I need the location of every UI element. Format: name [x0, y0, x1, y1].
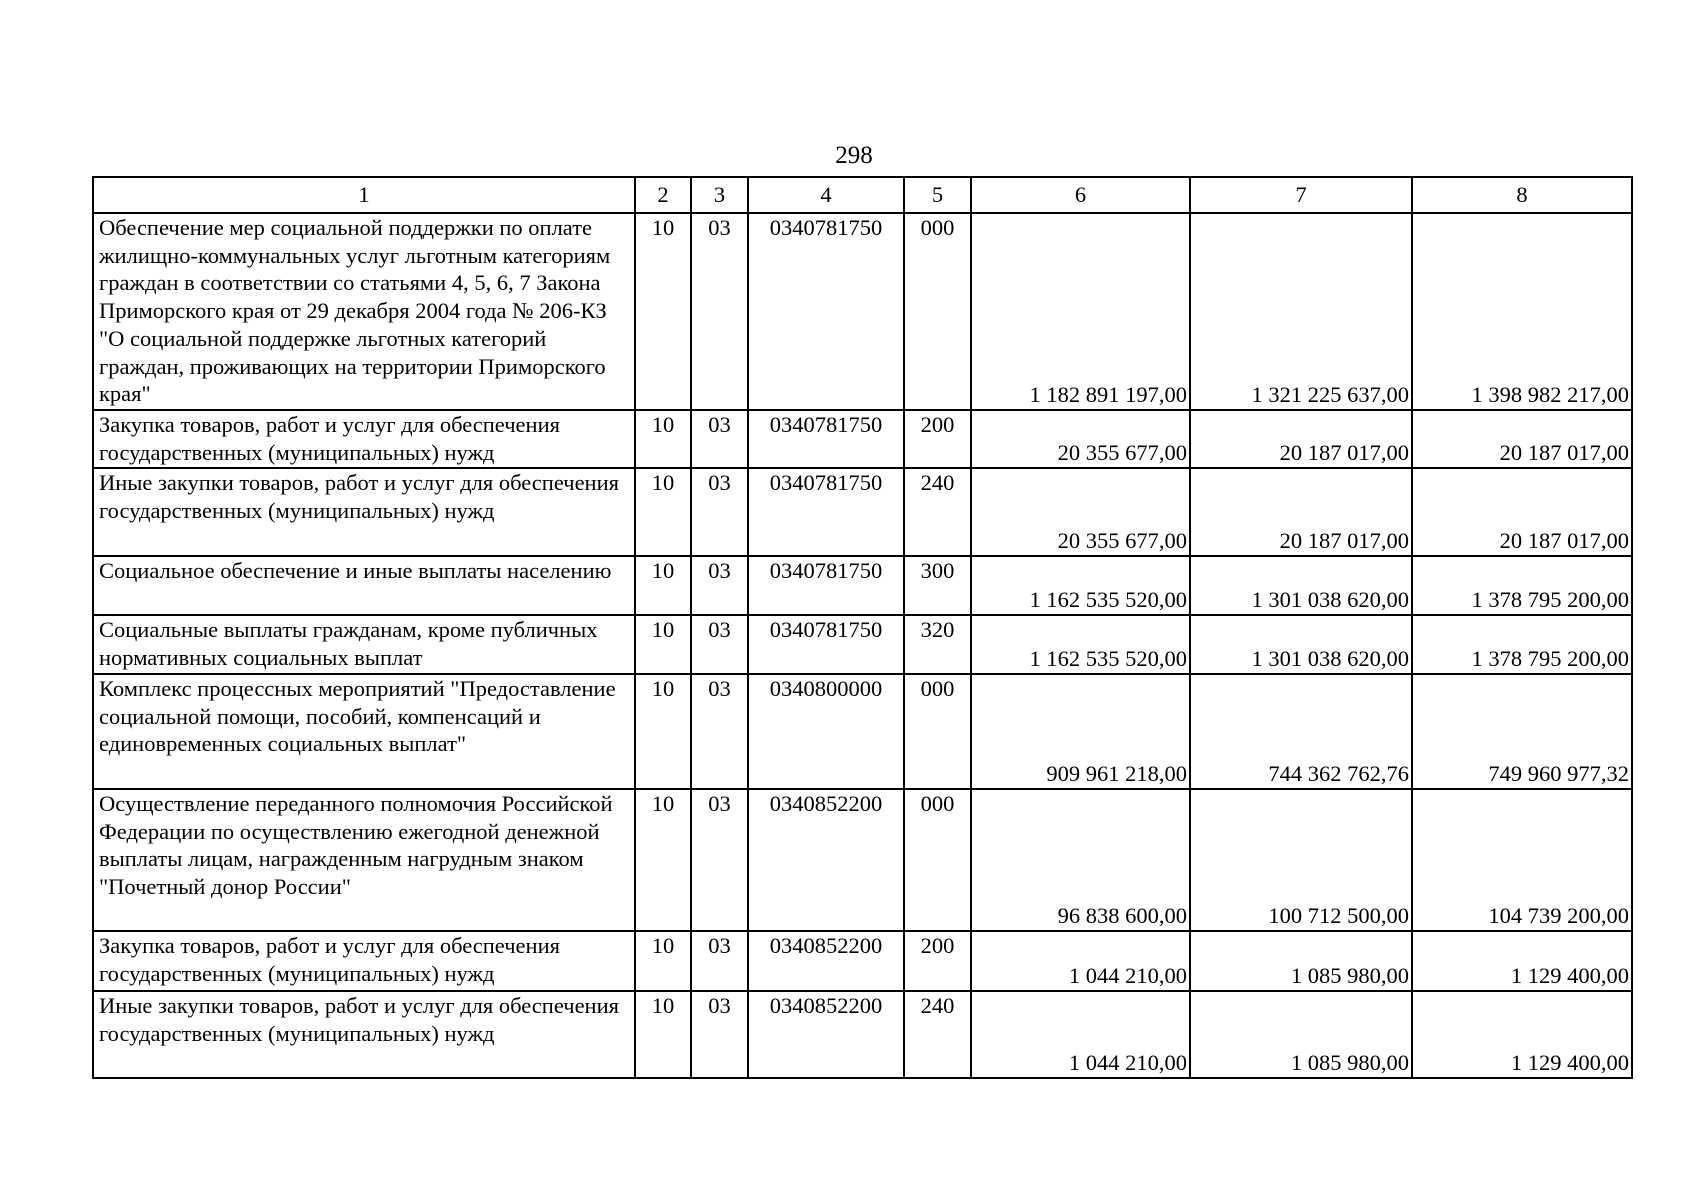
amount-col7: 1 085 980,00: [1189, 990, 1413, 1079]
row-name: Обеспечение мер социальной поддержки по …: [92, 212, 636, 411]
amount-col8: 1 378 795 200,00: [1411, 614, 1633, 675]
row-name: Иные закупки товаров, работ и услуг для …: [92, 467, 636, 557]
section-code: 10: [634, 673, 692, 790]
expense-type-code: 300: [903, 555, 972, 616]
budget-table: 1 2 3 4 5 6 7 8 Обеспечение мер социальн…: [92, 176, 1633, 1079]
amount-col6: 20 355 677,00: [970, 409, 1191, 469]
section-code: 10: [634, 614, 692, 675]
subsection-code: 03: [690, 930, 749, 992]
section-code: 10: [634, 930, 692, 992]
table-row: Социальное обеспечение и иные выплаты на…: [92, 555, 1633, 616]
target-article-code: 0340781750: [747, 409, 905, 469]
amount-col6: 1 162 535 520,00: [970, 614, 1191, 675]
amount-col6: 1 044 210,00: [970, 990, 1191, 1079]
amount-col8: 20 187 017,00: [1411, 467, 1633, 557]
amount-col8: 104 739 200,00: [1411, 788, 1633, 932]
target-article-code: 0340781750: [747, 212, 905, 411]
amount-col7: 1 321 225 637,00: [1189, 212, 1413, 411]
table-row: Закупка товаров, работ и услуг для обесп…: [92, 930, 1633, 992]
header-cell: 6: [970, 176, 1191, 214]
amount-col8: 1 129 400,00: [1411, 990, 1633, 1079]
target-article-code: 0340781750: [747, 555, 905, 616]
subsection-code: 03: [690, 788, 749, 932]
row-name: Социальные выплаты гражданам, кроме публ…: [92, 614, 636, 675]
row-name: Закупка товаров, работ и услуг для обесп…: [92, 409, 636, 469]
subsection-code: 03: [690, 673, 749, 790]
row-name: Осуществление переданного полномочия Рос…: [92, 788, 636, 932]
section-code: 10: [634, 555, 692, 616]
page-number: 298: [835, 142, 873, 169]
section-code: 10: [634, 467, 692, 557]
table-row: Обеспечение мер социальной поддержки по …: [92, 212, 1633, 411]
amount-col6: 96 838 600,00: [970, 788, 1191, 932]
expense-type-code: 000: [903, 788, 972, 932]
amount-col7: 1 085 980,00: [1189, 930, 1413, 992]
section-code: 10: [634, 990, 692, 1079]
amount-col6: 909 961 218,00: [970, 673, 1191, 790]
amount-col8: 749 960 977,32: [1411, 673, 1633, 790]
expense-type-code: 240: [903, 467, 972, 557]
table-row: Иные закупки товаров, работ и услуг для …: [92, 990, 1633, 1079]
amount-col7: 20 187 017,00: [1189, 467, 1413, 557]
table-row: Комплекс процессных мероприятий "Предост…: [92, 673, 1633, 790]
subsection-code: 03: [690, 467, 749, 557]
amount-col8: 1 129 400,00: [1411, 930, 1633, 992]
target-article-code: 0340781750: [747, 467, 905, 557]
header-cell: 8: [1411, 176, 1633, 214]
amount-col7: 1 301 038 620,00: [1189, 614, 1413, 675]
header-row: 1 2 3 4 5 6 7 8: [92, 176, 1633, 214]
target-article-code: 0340800000: [747, 673, 905, 790]
row-name: Закупка товаров, работ и услуг для обесп…: [92, 930, 636, 992]
amount-col7: 1 301 038 620,00: [1189, 555, 1413, 616]
subsection-code: 03: [690, 409, 749, 469]
target-article-code: 0340852200: [747, 990, 905, 1079]
header-cell: 3: [690, 176, 749, 214]
amount-col6: 20 355 677,00: [970, 467, 1191, 557]
subsection-code: 03: [690, 555, 749, 616]
amount-col7: 20 187 017,00: [1189, 409, 1413, 469]
table-row: Осуществление переданного полномочия Рос…: [92, 788, 1633, 932]
row-name: Комплекс процессных мероприятий "Предост…: [92, 673, 636, 790]
subsection-code: 03: [690, 614, 749, 675]
header-cell: 1: [92, 176, 636, 214]
header-cell: 7: [1189, 176, 1413, 214]
target-article-code: 0340852200: [747, 788, 905, 932]
amount-col8: 20 187 017,00: [1411, 409, 1633, 469]
expense-type-code: 200: [903, 409, 972, 469]
header-cell: 5: [903, 176, 972, 214]
table-row: Иные закупки товаров, работ и услуг для …: [92, 467, 1633, 557]
amount-col6: 1 044 210,00: [970, 930, 1191, 992]
table-row: Социальные выплаты гражданам, кроме публ…: [92, 614, 1633, 675]
amount-col6: 1 162 535 520,00: [970, 555, 1191, 616]
header-cell: 2: [634, 176, 692, 214]
amount-col6: 1 182 891 197,00: [970, 212, 1191, 411]
amount-col8: 1 398 982 217,00: [1411, 212, 1633, 411]
expense-type-code: 320: [903, 614, 972, 675]
section-code: 10: [634, 788, 692, 932]
amount-col7: 744 362 762,76: [1189, 673, 1413, 790]
subsection-code: 03: [690, 212, 749, 411]
expense-type-code: 200: [903, 930, 972, 992]
expense-type-code: 240: [903, 990, 972, 1079]
section-code: 10: [634, 212, 692, 411]
amount-col7: 100 712 500,00: [1189, 788, 1413, 932]
target-article-code: 0340852200: [747, 930, 905, 992]
expense-type-code: 000: [903, 673, 972, 790]
table-row: Закупка товаров, работ и услуг для обесп…: [92, 409, 1633, 469]
header-cell: 4: [747, 176, 905, 214]
amount-col8: 1 378 795 200,00: [1411, 555, 1633, 616]
target-article-code: 0340781750: [747, 614, 905, 675]
row-name: Иные закупки товаров, работ и услуг для …: [92, 990, 636, 1079]
row-name: Социальное обеспечение и иные выплаты на…: [92, 555, 636, 616]
expense-type-code: 000: [903, 212, 972, 411]
subsection-code: 03: [690, 990, 749, 1079]
section-code: 10: [634, 409, 692, 469]
